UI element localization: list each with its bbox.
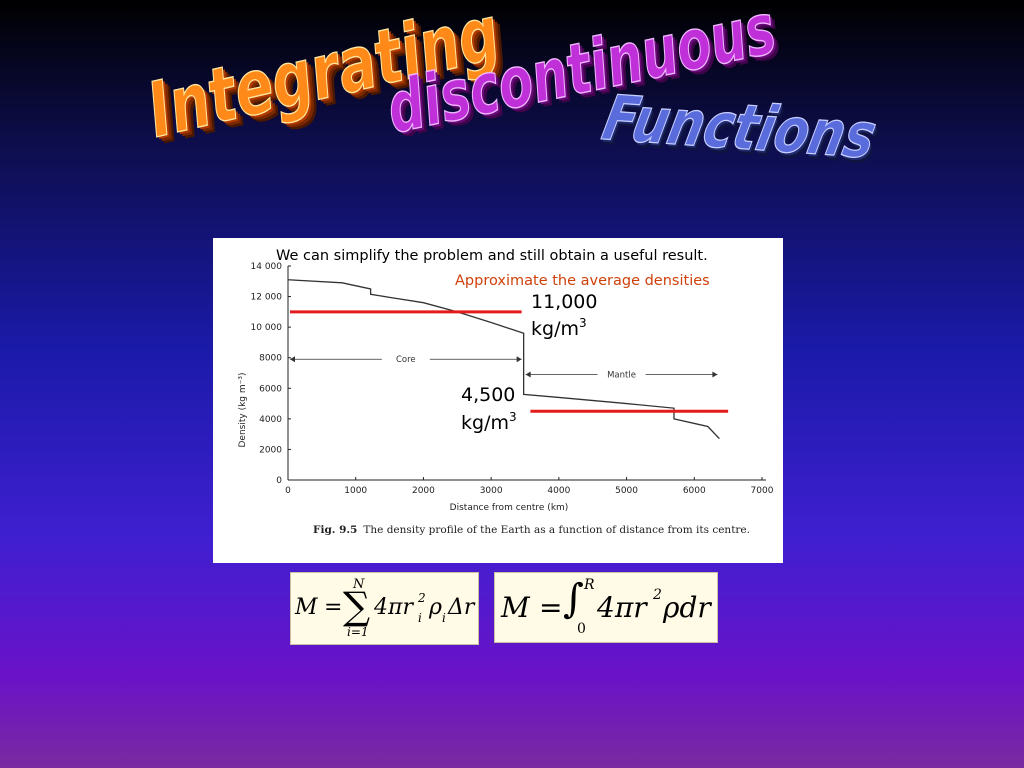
sum-term: 4πr: [374, 595, 413, 620]
x-axis-label: Distance from centre (km): [450, 503, 569, 513]
y-axis-label: Density (kg m⁻³): [238, 372, 248, 447]
integral-lhs: M: [501, 591, 530, 624]
mantle-density-unit: kg/m: [461, 412, 509, 434]
x-tick-label: 2000: [412, 486, 435, 496]
x-tick-label: 5000: [615, 486, 638, 496]
integral-symbol: ∫: [563, 576, 584, 622]
y-tick-label: 2000: [259, 445, 282, 455]
x-tick-label: 3000: [480, 486, 503, 496]
integral-lower-limit: 0: [577, 621, 586, 637]
mantle-density-value: 4,500: [461, 384, 515, 406]
chart-ticks: 0 1000 2000 3000 4000 5000 6000 7000 0 2000 4000 60…: [251, 262, 774, 496]
region-core: Core: [290, 355, 522, 365]
x-tick-label: 4000: [547, 486, 570, 496]
svg-text:kg/m3: kg/m3: [461, 410, 517, 434]
y-tick-label: 10 000: [251, 323, 283, 333]
figure-caption-text: The density profile of the Earth as a fu…: [363, 524, 750, 536]
x-tick-label: 6000: [683, 486, 706, 496]
instruction-text: Approximate the average densities: [455, 273, 710, 289]
chart-series: [287, 279, 720, 440]
sum-lower-limit: i=1: [347, 625, 369, 639]
sum-equals: =: [324, 595, 343, 620]
region-label: Mantle: [607, 371, 636, 381]
sum-equation-box: M = N ∑ i=1 4πr 2 i ρ i Δr: [290, 572, 479, 645]
chart-axes: [287, 266, 766, 481]
x-tick-label: 7000: [751, 486, 774, 496]
y-tick-label: 0: [276, 476, 282, 486]
y-tick-label: 4000: [259, 415, 282, 425]
core-density-label: 11,000 kg/m3: [531, 291, 597, 340]
integral-tail: ρdr: [663, 591, 711, 624]
sum-upper-limit: N: [353, 577, 365, 592]
x-tick-label: 1000: [344, 486, 367, 496]
chart-panel: We can simplify the problem and still ob…: [213, 238, 783, 563]
svg-text:kg/m3: kg/m3: [531, 316, 587, 340]
chart-regions: Core Mantle: [290, 355, 718, 381]
core-density-value: 11,000: [531, 291, 597, 313]
mantle-density-sup: 3: [509, 410, 517, 424]
region-label: Core: [396, 355, 416, 365]
approximation-lines: [290, 310, 729, 413]
sigma-symbol: ∑: [343, 584, 371, 628]
sum-r-sup: 2: [418, 591, 426, 605]
integral-equation-box: M = ∫ R 0 4πr 2 ρdr: [494, 572, 718, 643]
core-density-sup: 3: [579, 316, 587, 330]
figure-caption: Fig. 9.5 The density profile of the Earth…: [313, 524, 750, 536]
arrow-head-right: [712, 371, 718, 378]
region-mantle: Mantle: [525, 371, 718, 381]
y-tick-label: 8000: [259, 354, 282, 364]
integral-upper-limit: R: [584, 577, 595, 593]
title-word-functions: Functions: [596, 81, 883, 173]
intro-text: We can simplify the problem and still ob…: [276, 248, 708, 264]
sum-rho-sub: i: [442, 611, 446, 625]
figure-caption-label: Fig. 9.5: [313, 524, 357, 536]
arrow-head-left: [525, 371, 531, 378]
arrow-head-left: [290, 356, 295, 363]
y-tick-label: 6000: [259, 384, 282, 394]
arrow-head-right: [516, 356, 522, 363]
sum-rho: ρ: [429, 595, 442, 620]
x-tick-label: 0: [285, 486, 291, 496]
integral-r-sup: 2: [653, 587, 662, 603]
integral-equals: =: [539, 591, 563, 624]
sum-delta: Δr: [448, 595, 475, 620]
density-chart: We can simplify the problem and still ob…: [238, 248, 774, 536]
core-density-unit: kg/m: [531, 318, 579, 340]
sum-lhs: M: [295, 595, 318, 620]
sum-r-sub: i: [418, 611, 422, 625]
integral-term: 4πr: [597, 591, 647, 624]
mantle-density-label: 4,500 kg/m3: [461, 384, 517, 434]
y-tick-label: 14 000: [251, 262, 283, 272]
density-profile-line: [287, 279, 720, 440]
y-tick-label: 12 000: [251, 293, 283, 303]
